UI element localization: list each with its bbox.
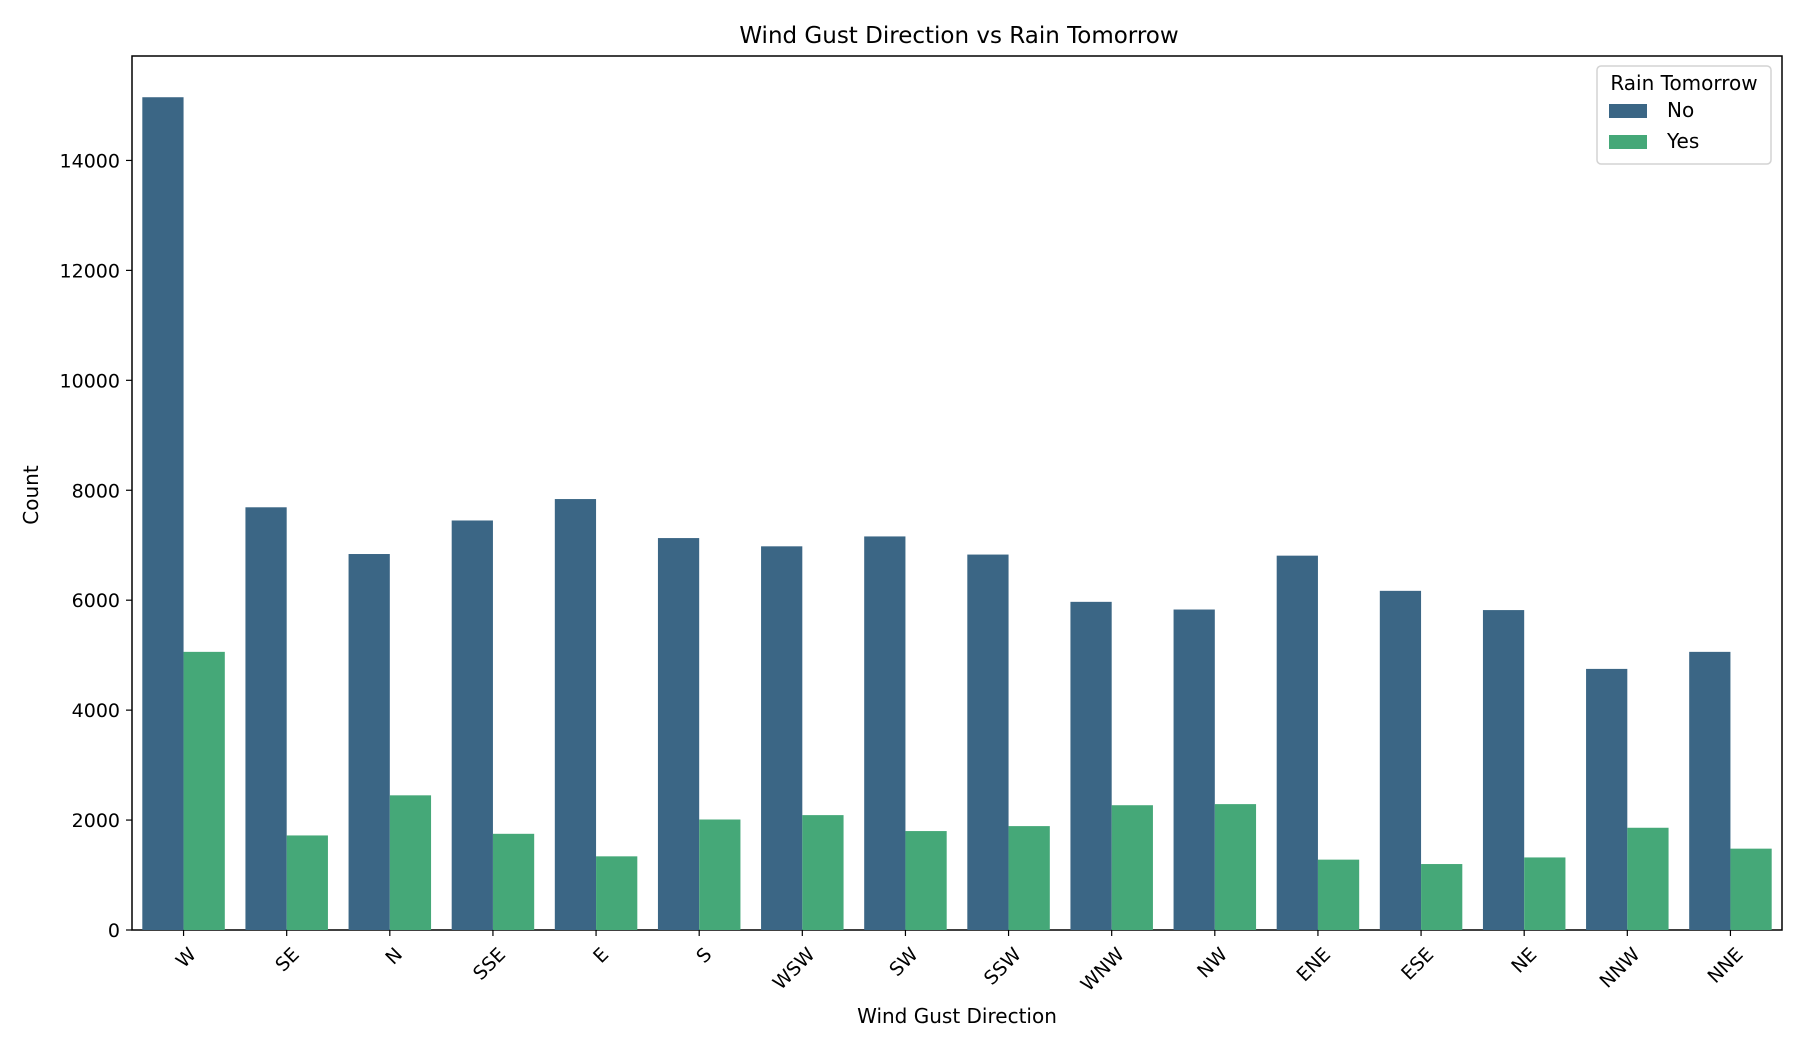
x-tick-label: NNE — [1703, 944, 1747, 988]
bar-yes-nnw — [1627, 827, 1669, 930]
bar-no-sse — [451, 520, 493, 930]
x-axis: W SE N SSE E S WSW SW SSW WNW NW ENE ESE NE NNW NNE — [172, 930, 1748, 996]
y-axis-label: Count — [19, 465, 43, 525]
legend-label-no: No — [1667, 98, 1694, 122]
x-tick-label: SSE — [469, 944, 510, 985]
bar-yes-ene — [1317, 859, 1360, 930]
y-tick-label: 12000 — [60, 260, 120, 282]
legend-items: No Yes — [1609, 98, 1699, 153]
y-tick-label: 0 — [108, 920, 120, 942]
bar-no-ne — [1482, 610, 1525, 930]
bar-no-ene — [1276, 555, 1318, 930]
bar-no-sw — [864, 536, 906, 930]
x-tick-label: NNW — [1596, 943, 1645, 992]
bar-no-ese — [1379, 590, 1422, 930]
x-axis-label: Wind Gust Direction — [857, 1004, 1057, 1028]
bar-yes-wsw — [802, 815, 844, 930]
bar-no-ssw — [967, 554, 1009, 930]
chart-title: Wind Gust Direction vs Rain Tomorrow — [739, 23, 1178, 49]
bar-no-w — [142, 97, 184, 931]
bar-yes-se — [286, 835, 328, 930]
bar-yes-w — [183, 651, 225, 930]
y-tick-label: 14000 — [60, 150, 120, 172]
bars — [142, 97, 1772, 931]
bar-no-nw — [1173, 609, 1215, 930]
x-tick-label: SSW — [980, 943, 1026, 989]
bar-no-nnw — [1586, 668, 1628, 930]
bar-yes-wnw — [1111, 805, 1153, 930]
x-tick-label: E — [589, 944, 613, 968]
y-tick-label: 10000 — [60, 370, 120, 392]
bar-yes-nw — [1214, 804, 1257, 930]
bar-no-wsw — [761, 546, 803, 930]
x-tick-label: SW — [885, 943, 923, 981]
bar-yes-s — [699, 819, 741, 930]
legend: Rain Tomorrow No Yes — [1596, 65, 1772, 165]
x-tick-label: NE — [1507, 944, 1541, 978]
plot-frame — [131, 55, 1783, 931]
x-tick-label: W — [172, 943, 201, 972]
y-tick-label: 8000 — [72, 480, 120, 502]
legend-label-yes: Yes — [1666, 129, 1699, 153]
x-tick-label: SE — [271, 944, 304, 977]
x-tick-label: ENE — [1292, 944, 1335, 987]
bar-no-e — [554, 499, 597, 930]
y-axis: 0 2000 4000 6000 8000 10000 12000 14000 — [60, 150, 132, 942]
bar-no-n — [348, 554, 390, 930]
y-tick-label: 4000 — [72, 700, 120, 722]
bar-no-se — [245, 507, 287, 930]
bar-yes-ese — [1421, 864, 1463, 930]
bar-yes-ssw — [1008, 826, 1050, 930]
bar-no-s — [657, 538, 700, 930]
legend-swatch-yes — [1609, 135, 1647, 149]
x-tick-label: WSW — [769, 943, 820, 994]
x-tick-label: NW — [1193, 943, 1232, 982]
bar-yes-n — [389, 795, 432, 930]
legend-swatch-no — [1609, 104, 1647, 118]
bar-yes-nne — [1730, 848, 1772, 930]
bar-yes-ne — [1524, 857, 1566, 930]
x-tick-label: ESE — [1397, 944, 1438, 985]
bar-no-wnw — [1070, 601, 1112, 930]
x-tick-label: WNW — [1077, 943, 1129, 995]
bar-yes-e — [596, 856, 638, 930]
x-tick-label: S — [692, 944, 716, 968]
legend-title: Rain Tomorrow — [1610, 71, 1757, 95]
bar-yes-sw — [905, 831, 947, 930]
y-tick-label: 6000 — [72, 590, 120, 612]
y-tick-label: 2000 — [72, 810, 120, 832]
x-tick-label: N — [381, 944, 407, 970]
bar-yes-sse — [492, 833, 535, 930]
bar-no-nne — [1689, 651, 1731, 930]
